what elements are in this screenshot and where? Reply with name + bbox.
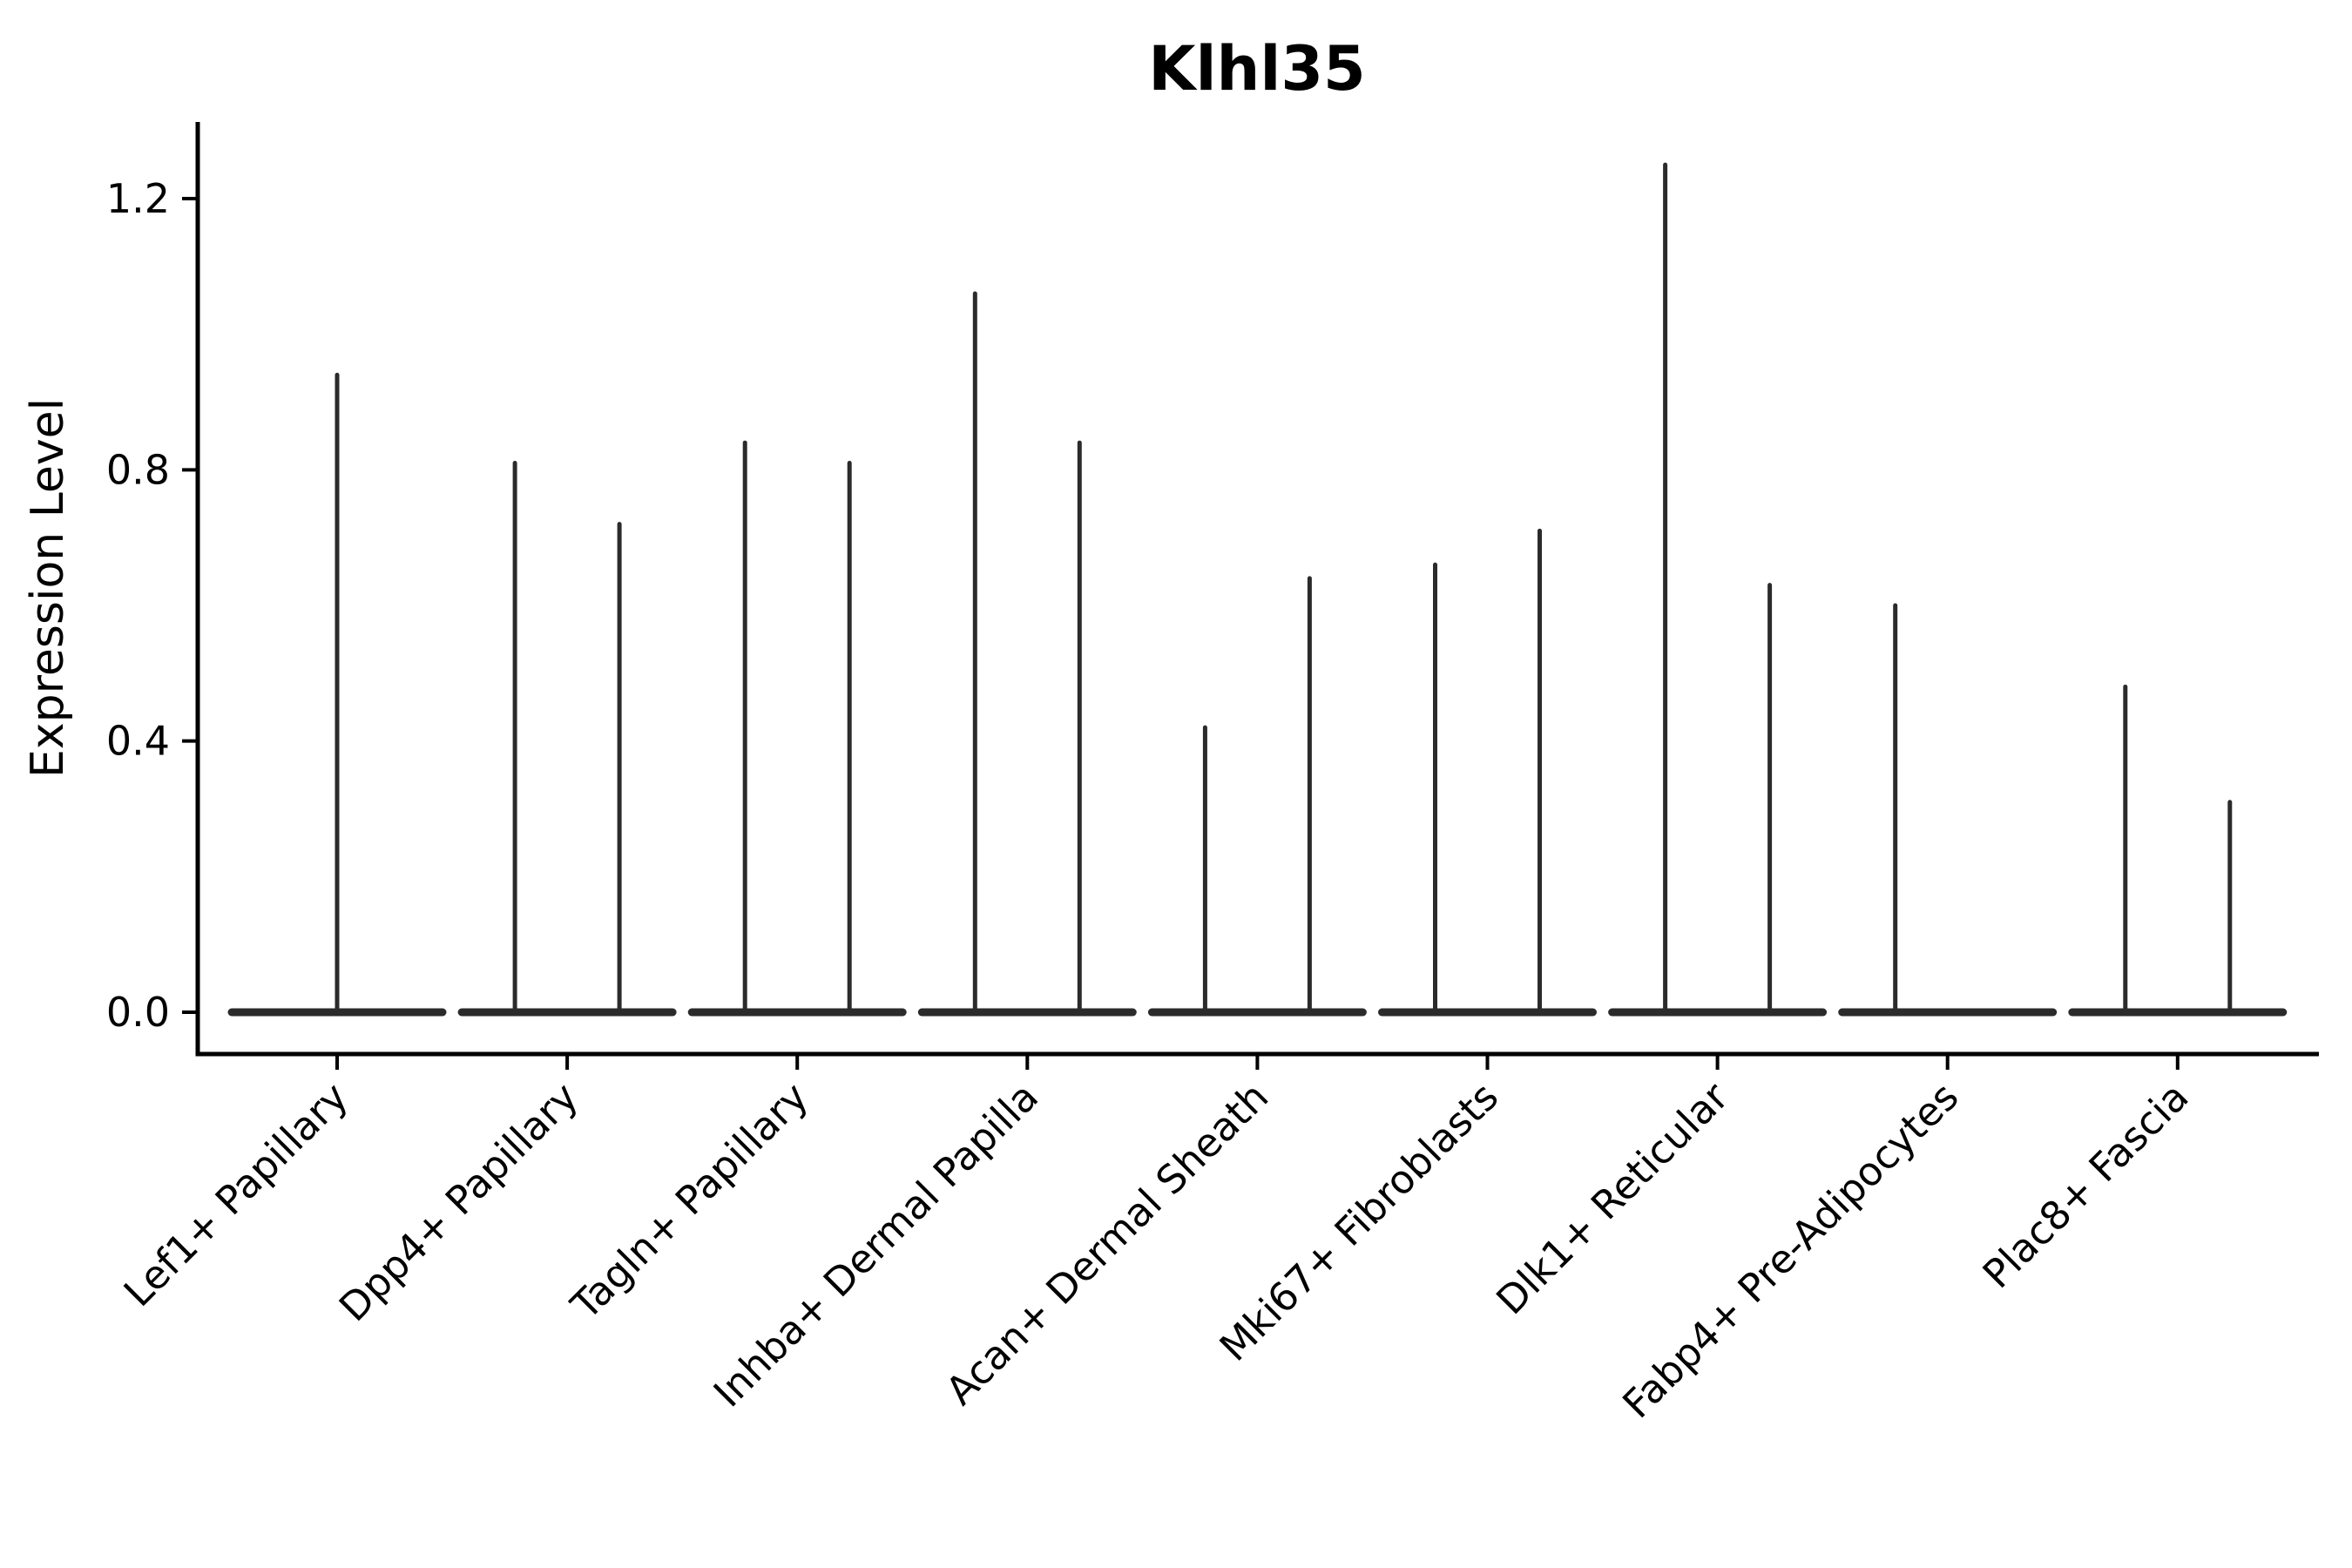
axis-spines — [195, 122, 2319, 1057]
violins-layer — [227, 162, 2288, 1017]
x-tick-label: Plac8+ Fascia — [1974, 1073, 2198, 1297]
x-tick-label: Dpp4+ Papillary — [330, 1073, 587, 1330]
chart-title: Klhl35 — [1148, 33, 1365, 105]
y-tick-label: 0.8 — [106, 446, 170, 493]
x-tick-label: Lef1+ Papillary — [115, 1073, 357, 1315]
y-tick-label: 1.2 — [106, 175, 170, 222]
y-tick-label: 0.0 — [106, 989, 170, 1036]
x-tick-label: Dlk1+ Reticular — [1487, 1073, 1737, 1323]
x-tick-label: Tagln+ Papillary — [562, 1073, 817, 1328]
y-axis-label: Expression Level — [22, 398, 74, 778]
y-tick-label: 0.4 — [106, 718, 170, 765]
